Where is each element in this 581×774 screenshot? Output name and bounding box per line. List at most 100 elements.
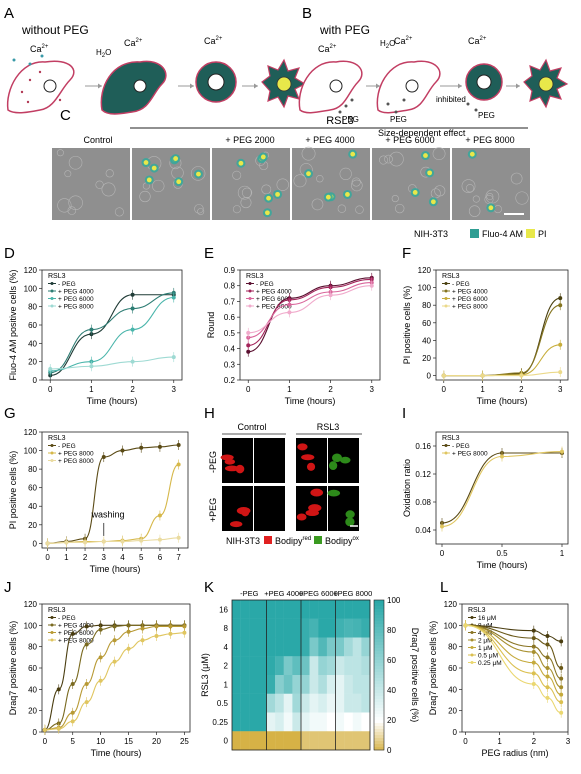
- data-point: [182, 630, 187, 635]
- data-point: [171, 355, 176, 360]
- stained-cell: [296, 513, 307, 521]
- y-tick-label: 0.2: [224, 376, 236, 385]
- data-point: [559, 639, 564, 644]
- legend-entry: 0.25 μM: [478, 660, 502, 667]
- series-line: [465, 624, 562, 642]
- colorbar-segment: [374, 717, 384, 721]
- y-axis-label: Round: [206, 312, 216, 339]
- legend-title: RSL3: [442, 435, 460, 442]
- x-tick-label: 1: [64, 553, 69, 562]
- heatmap-row-label: 0.5: [217, 699, 229, 708]
- heatmap-cell: [352, 618, 362, 638]
- y-tick-label: 20: [28, 358, 37, 367]
- heatmap-cell: [292, 656, 302, 676]
- y-axis-label: Oxidation ratio: [402, 459, 412, 517]
- cell-outline: [276, 178, 289, 191]
- heatmap-cell: [249, 618, 259, 638]
- y-tick-label: 60: [28, 321, 37, 330]
- legend-marker: [470, 661, 474, 664]
- heatmap-cell: [292, 731, 302, 751]
- data-point: [130, 327, 135, 332]
- data-point: [558, 296, 563, 301]
- panel-a-ca2-label: Ca2+: [124, 38, 143, 48]
- data-point: [531, 671, 536, 676]
- colorbar-segment: [374, 651, 384, 655]
- pi-nucleus: [412, 190, 418, 195]
- legend-pi: PI: [538, 229, 547, 239]
- y-tick-label: 0: [33, 539, 38, 548]
- colorbar-tick-label: 100: [387, 596, 401, 605]
- heatmap-cell: [335, 637, 345, 657]
- cell-outline: [384, 154, 393, 164]
- h-row-plus: +PEG: [208, 498, 218, 522]
- heatmap-cell: [232, 618, 241, 638]
- colorbar-label: Draq7 positive cells (%): [410, 628, 420, 723]
- heatmap-cell: [257, 712, 267, 732]
- stained-cell: [345, 517, 355, 527]
- y-tick-label: 40: [448, 685, 457, 694]
- heatmap-cell: [309, 712, 319, 732]
- data-point: [176, 442, 181, 447]
- heatmap-cell: [326, 675, 336, 694]
- data-point: [112, 624, 117, 629]
- data-point: [84, 700, 89, 705]
- heatmap-cell: [318, 712, 328, 732]
- legend-entry: + PEG 4000: [58, 289, 94, 296]
- heatmap-cell: [318, 693, 328, 713]
- heatmap-cell: [335, 600, 345, 619]
- y-tick-label: 0.9: [224, 266, 236, 275]
- x-tick-label: 2: [328, 385, 333, 394]
- data-point: [89, 327, 94, 332]
- series-line: [248, 285, 372, 334]
- chart-i: 0.04 0.08 0.12 0.16 0 0.5 1 Time (hours) Oxidati…: [402, 431, 569, 570]
- data-point: [98, 655, 103, 660]
- colorbar-segment: [374, 732, 384, 736]
- legend-title: RSL3: [48, 273, 66, 280]
- data-point: [545, 674, 550, 679]
- pi-nucleus: [173, 156, 179, 161]
- heatmap-cell: [249, 712, 259, 732]
- pi-nucleus: [423, 153, 428, 158]
- colorbar-segment: [374, 708, 384, 712]
- data-point: [559, 666, 564, 670]
- legend-marker: [50, 638, 54, 642]
- colorbar-segment: [374, 663, 384, 667]
- cell-outline: [484, 194, 494, 204]
- cell-outline: [190, 166, 206, 181]
- x-tick-label: 1: [497, 737, 502, 746]
- data-point: [531, 628, 536, 633]
- series-line: [465, 624, 562, 703]
- x-tick-label: 0: [463, 737, 468, 746]
- y-tick-label: 0.8: [224, 282, 236, 291]
- y-tick-label: 40: [28, 339, 37, 348]
- x-tick-label: 2: [130, 385, 135, 394]
- heatmap-row-label: 2: [224, 662, 229, 671]
- x-tick-label: 2: [83, 553, 88, 562]
- pi-nucleus: [345, 192, 350, 197]
- pi-nucleus: [275, 191, 280, 197]
- data-point: [112, 638, 117, 643]
- panel-letter-k: K: [204, 579, 214, 596]
- y-tick-label: 120: [24, 600, 38, 609]
- colorbar-segment: [374, 654, 384, 658]
- colorbar-segment: [374, 660, 384, 664]
- colorbar-segment: [374, 657, 384, 661]
- cell-outline: [261, 184, 272, 195]
- y-tick-label: 0.12: [415, 470, 431, 479]
- heatmap-cell: [326, 693, 336, 713]
- legend-marker: [444, 304, 448, 308]
- data-point: [559, 692, 564, 697]
- series-line: [443, 344, 561, 377]
- x-tick-label: 0: [43, 737, 48, 746]
- data-point: [176, 535, 181, 540]
- colorbar-segment: [374, 675, 384, 679]
- panel-a-ca3-label: Ca2+: [204, 36, 223, 46]
- colorbar-segment: [374, 693, 384, 697]
- heatmap-cell: [240, 675, 250, 694]
- series-line: [443, 304, 561, 377]
- heatmap-y-label: RSL3 (μM): [200, 653, 210, 697]
- data-point: [545, 685, 550, 690]
- panel-b-peg3-label: PEG: [478, 111, 495, 120]
- series-line: [248, 282, 372, 339]
- heatmap-cell: [344, 675, 353, 694]
